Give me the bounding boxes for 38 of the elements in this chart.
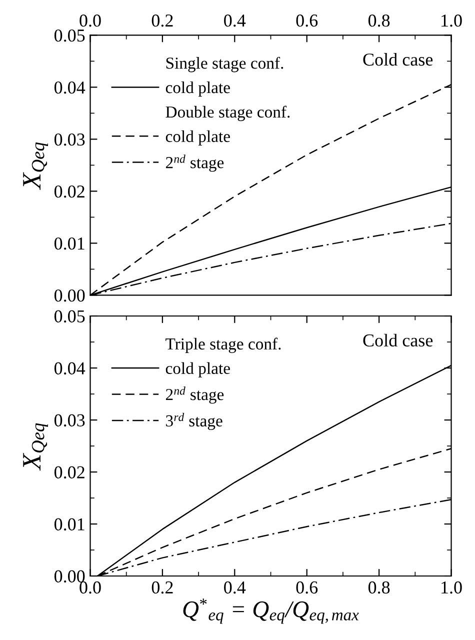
legend-label: cold plate xyxy=(166,81,230,97)
x2-tick-label: 0.2 xyxy=(152,14,173,27)
x2-tick-label: 0.6 xyxy=(296,14,318,27)
x-tick-label: 0.2 xyxy=(152,581,173,594)
legend-label: 2$^{nd}$ stage xyxy=(166,386,224,404)
y-tick-label: 0.03 xyxy=(54,133,85,146)
x-tick-label: 0.0 xyxy=(80,581,101,594)
y-tick-label: 0.05 xyxy=(54,310,85,323)
legend-label: cold plate xyxy=(166,362,230,378)
x-tick-label: 0.6 xyxy=(296,581,318,594)
x-tick-label: 0.8 xyxy=(368,581,390,594)
y-tick-label: 0.00 xyxy=(54,289,85,302)
x2-tick-label: 0.8 xyxy=(368,14,390,27)
x-tick-label: 0.4 xyxy=(224,581,246,594)
y-tick-label: 0.02 xyxy=(54,185,84,198)
x2-tick-label: 0.4 xyxy=(224,14,246,27)
legend-label: 3$^{rd}$ stage xyxy=(166,412,222,430)
y-tick-label: 0.02 xyxy=(54,466,84,479)
y-tick-label: 0.05 xyxy=(54,29,85,42)
y-axis-title: X$_{Qeq}$ xyxy=(23,142,48,190)
y-tick-label: 0.04 xyxy=(54,81,86,94)
x2-tick-label: 0.0 xyxy=(80,14,101,27)
y-tick-label: 0.00 xyxy=(54,570,85,583)
y-tick-label: 0.03 xyxy=(54,414,85,427)
y-tick-label: 0.01 xyxy=(54,518,84,531)
annotation: Triple stage conf. xyxy=(166,338,281,353)
y-tick-label: 0.01 xyxy=(54,237,84,250)
x-tick-label: 1.0 xyxy=(442,581,462,594)
legend-label: 2$^{nd}$ stage xyxy=(166,154,224,172)
x-axis-title: Q$^{*}$$_{eq}$ = Q$_{eq}$/Q$_{eq,max}$ xyxy=(183,598,359,624)
annotation: Cold case xyxy=(363,53,433,66)
y-axis-title: X$_{Qeq}$ xyxy=(23,423,48,471)
legend-label: cold plate xyxy=(166,130,230,146)
annotation: Double stage conf. xyxy=(166,106,290,122)
y-tick-label: 0.04 xyxy=(54,362,86,375)
x2-tick-label: 1.0 xyxy=(442,14,462,27)
annotation: Single stage conf. xyxy=(166,56,284,72)
annotation: Cold case xyxy=(363,334,433,347)
